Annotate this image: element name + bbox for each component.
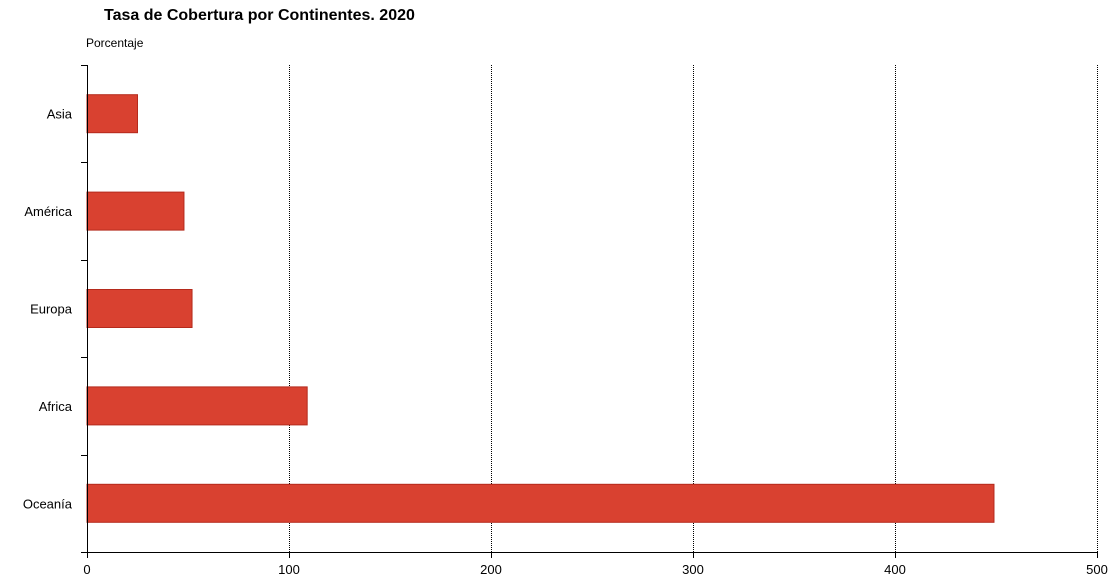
x-tick-label: 0	[83, 562, 90, 577]
x-tick-label: 400	[884, 562, 906, 577]
x-tick-label: 200	[480, 562, 502, 577]
chart-title: Tasa de Cobertura por Continentes. 2020	[104, 7, 415, 24]
bars	[86, 94, 995, 523]
tick-labels: 0 100 200 300 400 500 Asia América Europa Africa O…	[23, 107, 1108, 577]
bar-asia	[86, 94, 138, 134]
y-tick-label: Asia	[47, 107, 73, 122]
y-tick-label: Oceanía	[23, 496, 73, 511]
bar-africa	[86, 386, 308, 426]
bar-oceanía	[86, 483, 995, 523]
y-tick-label: América	[24, 204, 72, 219]
axis-unit-label: Porcentaje	[86, 36, 144, 50]
gridlines	[289, 65, 1098, 552]
bar-europa	[86, 289, 193, 328]
y-tick-label: Europa	[30, 302, 73, 317]
y-tick-label: Africa	[39, 399, 73, 414]
axes	[81, 65, 1098, 558]
bar-américa	[86, 191, 185, 231]
x-tick-label: 500	[1086, 562, 1108, 577]
x-tick-label: 300	[682, 562, 704, 577]
x-tick-label: 100	[278, 562, 300, 577]
